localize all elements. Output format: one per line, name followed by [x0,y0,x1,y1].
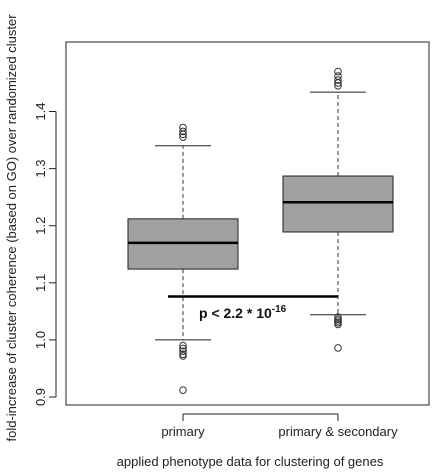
p-value-text: p < 2.2 * 10 [199,305,272,321]
outlier-point [179,123,187,132]
outlier-point [179,133,187,141]
outlier-point [179,386,187,394]
outlier-point [334,67,342,76]
x-tick-label: primary [161,424,205,439]
plot-frame [65,41,430,406]
outlier-point [179,127,187,136]
box-iqr [282,175,394,233]
y-tick-label: 1.1 [33,274,48,292]
box-primary [127,123,239,394]
box-primary-secondary [282,67,394,352]
outlier-point [334,313,342,321]
outlier-point [334,344,342,352]
y-tick-label: 1.3 [33,160,48,178]
p-value-label: p < 2.2 * 10-16 [199,304,287,321]
y-tick-label: 0.9 [33,388,48,406]
outlier-point [179,341,187,350]
x-axis: primary primary & secondary [161,413,398,439]
x-axis-title: applied phenotype data for clustering of… [117,454,384,469]
outlier-point [179,347,187,356]
outlier-point [179,352,187,360]
y-tick-label: 1.2 [33,217,48,235]
p-value-exponent: -16 [272,304,287,315]
outlier-point [334,76,342,84]
outlier-point [179,344,187,353]
x-tick-label: primary & secondary [278,424,398,439]
outlier-point [334,320,342,329]
y-axis-title: fold-increase of cluster coherence (base… [4,14,19,442]
outlier-point [334,72,342,80]
outlier-point [334,82,342,90]
y-tick-label: 1.0 [33,331,48,349]
boxes [127,67,394,394]
y-tick-label: 1.4 [33,102,48,120]
annotation: p < 2.2 * 10-16 [168,295,338,321]
y-axis: 0.9 1.0 1.1 1.2 1.3 1.4 [33,102,57,406]
